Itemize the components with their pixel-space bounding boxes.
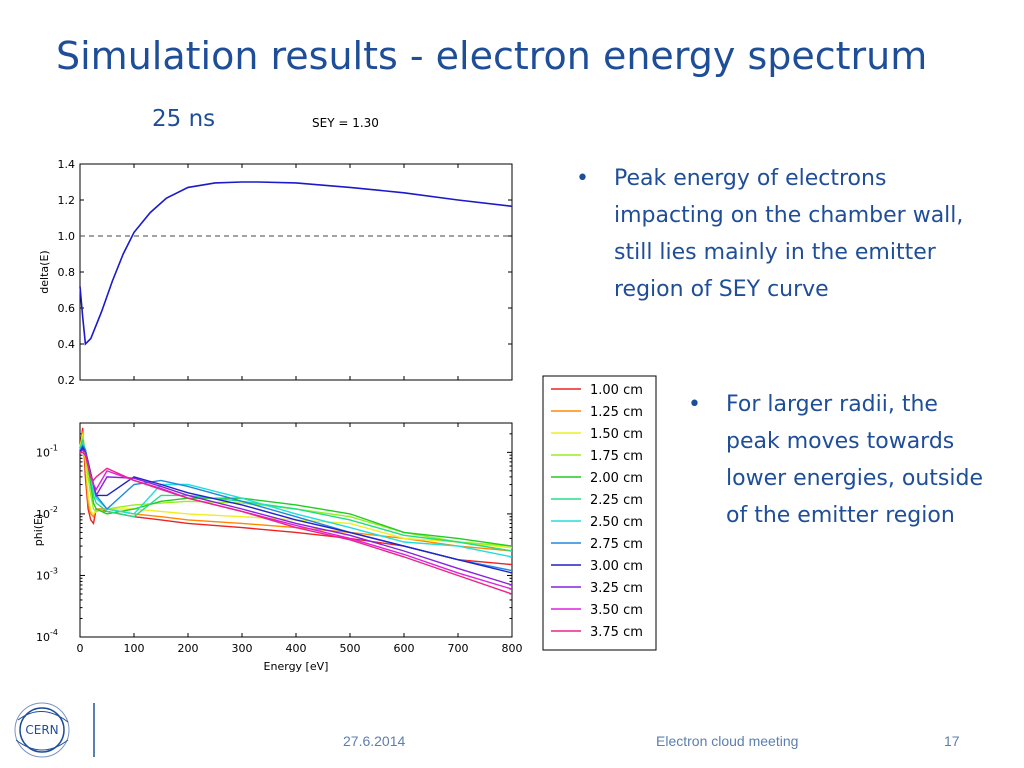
bullet-item: • For larger radii, the peak moves towar… <box>688 386 988 534</box>
y-tick-label: 0.8 <box>58 266 76 279</box>
legend-label: 3.50 cm <box>590 603 643 618</box>
y-tick-label: 10-4 <box>36 628 58 644</box>
y-tick-label: 0.4 <box>58 338 76 351</box>
x-tick-label: 500 <box>340 642 361 655</box>
footer-date: 27.6.2014 <box>343 733 406 749</box>
bullet-text: For larger radii, the peak moves towards… <box>726 392 983 528</box>
y-tick-label: 1.0 <box>58 230 76 243</box>
y-tick-exponent: -3 <box>50 566 58 575</box>
x-tick-label: 800 <box>502 642 523 655</box>
legend-label: 2.50 cm <box>590 515 643 530</box>
legend-label: 1.00 cm <box>590 383 643 398</box>
y-tick-exponent: -1 <box>50 443 58 452</box>
y-tick-exponent: -2 <box>50 505 58 514</box>
slide-subtitle: 25 ns <box>152 106 216 132</box>
footer-divider <box>93 703 95 757</box>
y-tick-label: 1.2 <box>58 194 76 207</box>
y-axis-label-delta: delta(E) <box>38 250 51 293</box>
phi-series-line <box>80 451 513 595</box>
x-axis-label: Energy [eV] <box>264 660 329 673</box>
phi-series-line <box>79 436 513 547</box>
legend-label: 1.50 cm <box>590 427 643 442</box>
footer-page-number: 17 <box>944 733 960 749</box>
phi-series-line <box>79 448 513 586</box>
y-tick-label: 0.6 <box>58 302 76 315</box>
y-tick-label: 10-3 <box>36 566 58 582</box>
legend-box <box>542 375 657 651</box>
legend-label: 3.00 cm <box>590 559 643 574</box>
x-tick-label: 300 <box>232 642 253 655</box>
bullet-item: • Peak energy of electrons impacting on … <box>576 160 996 308</box>
legend-label: 2.25 cm <box>590 493 643 508</box>
legend-label: 2.00 cm <box>590 471 643 486</box>
bullet-list-top: • Peak energy of electrons impacting on … <box>576 160 996 308</box>
chart-title: SEY = 1.30 <box>312 116 379 130</box>
plot-frame-delta <box>79 163 513 381</box>
bullet-list-right: • For larger radii, the peak moves towar… <box>688 386 988 534</box>
x-tick-label: 400 <box>286 642 307 655</box>
slide-title: Simulation results - electron energy spe… <box>56 34 928 78</box>
bullet-dot: • <box>688 392 701 417</box>
x-tick-label: 100 <box>124 642 145 655</box>
logo-text: CERN <box>25 723 58 737</box>
legend-label: 3.75 cm <box>590 625 643 640</box>
x-tick-label: 0 <box>77 642 84 655</box>
y-tick-label: 1.4 <box>58 158 76 171</box>
legend-label: 1.75 cm <box>590 449 643 464</box>
footer-meeting: Electron cloud meeting <box>656 733 799 749</box>
x-tick-label: 200 <box>178 642 199 655</box>
y-tick-exponent: -4 <box>50 628 58 637</box>
x-tick-label: 700 <box>448 642 469 655</box>
x-tick-label: 600 <box>394 642 415 655</box>
bullet-text: Peak energy of electrons impacting on th… <box>614 166 964 302</box>
y-axis-label-phi: phi(E) <box>32 514 45 547</box>
legend-label: 2.75 cm <box>590 537 643 552</box>
plot-frame-phi <box>79 422 513 638</box>
energy-spectrum-chart: 0.2 0.4 0.6 0.8 1.0 1.2 1.4 delta(E) 10-4 10-3 10-… <box>32 158 657 673</box>
cern-logo: CERN <box>10 700 74 765</box>
y-tick-label: 10-1 <box>36 443 58 459</box>
legend-label: 1.25 cm <box>590 405 643 420</box>
legend-label: 3.25 cm <box>590 581 643 596</box>
delta-curve <box>79 181 513 346</box>
bullet-dot: • <box>576 166 589 191</box>
y-tick-label: 0.2 <box>58 374 76 387</box>
